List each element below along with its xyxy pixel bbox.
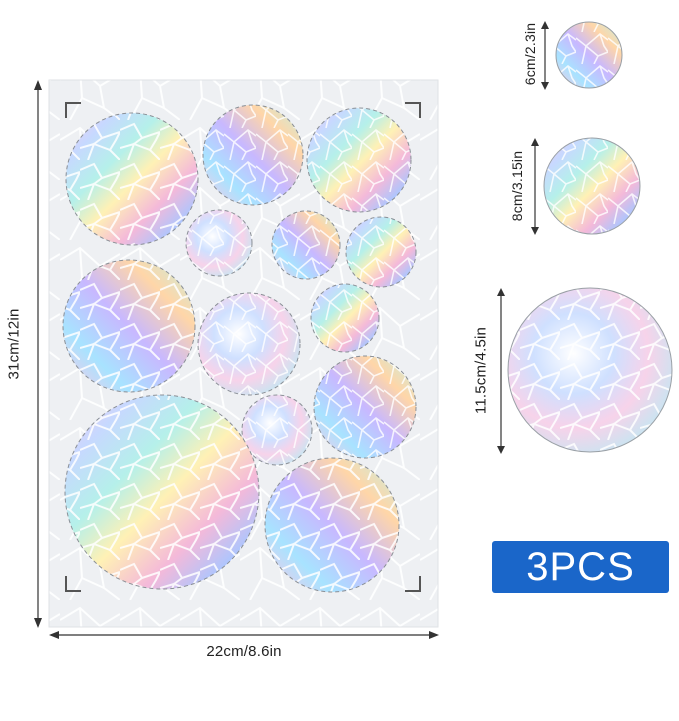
small-sticker bbox=[555, 21, 623, 89]
sticker-circle bbox=[197, 292, 301, 396]
sticker-circle bbox=[345, 216, 417, 288]
sticker-circle bbox=[241, 394, 313, 466]
medium-size-label: 8cm/3.15in bbox=[509, 150, 525, 222]
corner-marks bbox=[65, 102, 421, 592]
sticker-circle bbox=[202, 104, 304, 206]
sheet-stickers bbox=[62, 104, 417, 593]
large-sticker bbox=[507, 287, 673, 453]
sticker-circle bbox=[271, 210, 341, 280]
large-size-label: 11.5cm/4.5in bbox=[472, 326, 490, 415]
sticker-circle bbox=[64, 394, 260, 590]
dimension-arrows bbox=[34, 21, 549, 639]
quantity-badge: 3PCS bbox=[492, 541, 669, 593]
medium-sticker bbox=[543, 137, 641, 235]
sheet-width-label: 22cm/8.6in bbox=[206, 643, 282, 660]
sticker-circle bbox=[306, 107, 412, 213]
sticker-circle bbox=[185, 209, 253, 277]
small-size-label: 6cm/2.3in bbox=[522, 22, 538, 86]
sheet-height-label: 31cm/12in bbox=[5, 308, 23, 380]
sticker-circle bbox=[264, 457, 400, 593]
sticker-circle bbox=[310, 283, 380, 353]
sticker-circle bbox=[313, 355, 417, 459]
sticker-circle bbox=[65, 112, 199, 246]
sticker-circle bbox=[62, 259, 196, 393]
